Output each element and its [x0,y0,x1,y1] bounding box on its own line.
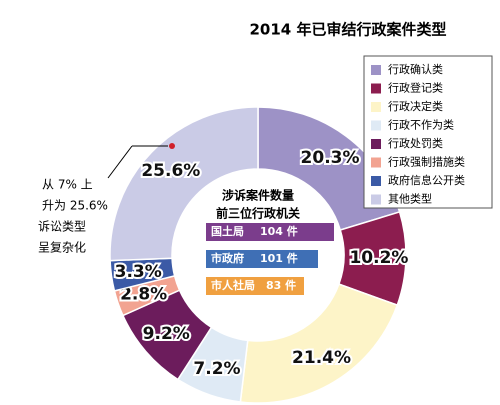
annotation: 从 7% 上 [42,178,93,192]
agency-bar [206,277,304,295]
agency-bar [206,223,334,241]
legend-box [363,55,493,209]
legend-label: 行政登记类 [388,81,443,95]
legend-swatch [371,194,381,205]
legend-label: 行政确认类 [388,62,443,76]
annotation: 呈复杂化 [38,241,86,255]
annotation-dot [169,143,175,149]
legend-swatch [371,102,381,112]
legend-label: 行政决定类 [388,99,443,113]
legend-label: 行政强制措施类 [388,155,465,169]
legend-swatch [371,139,381,149]
data-label: 3.3% [115,262,162,282]
legend-label: 其他类型 [388,192,432,206]
data-label: 21.4% [292,348,351,368]
data-label: 20.3% [301,148,360,168]
center-heading: 前三位行政机关 [216,206,300,221]
agency-name: 国土局 [211,224,244,238]
agency-name: 市人社局 [211,278,255,292]
agency-bar [206,250,318,268]
data-label: 7.2% [193,359,240,379]
donut: 20.3% 10.2% 21.4% 7.2%9.2% 2.8% 3.3% 25.6% [109,106,410,404]
legend-label: 行政处罚类 [388,136,443,150]
agency-count: 104 件 [260,224,298,238]
legend-swatch [371,83,381,94]
agency-count: 101 件 [260,251,298,265]
data-label: 25.6% [141,161,200,181]
legend-swatch [371,157,381,168]
data-label: 9.2% [143,324,190,344]
agency-name: 市政府 [211,251,244,265]
legend: 行政确认类行政登记类行政决定类行政不作为类行政处罚类行政强制措施类政府信息公开类… [363,55,493,209]
legend-label: 行政不作为类 [388,118,454,132]
data-label: 2.8% [120,285,167,305]
legend-swatch [371,176,381,186]
annotation: 升为 25.6% [42,199,108,213]
data-label: 10.2% [349,248,408,268]
donut-segment [109,106,259,262]
donut-segment [239,283,399,404]
annotation-line [107,145,133,179]
agency-count: 83 件 [266,278,296,292]
center-heading: 涉诉案件数量 [222,188,294,203]
legend-label: 政府信息公开类 [388,173,465,187]
legend-swatch [371,65,381,75]
chart-title: 2014 年已审结行政案件类型 [250,21,447,39]
legend-swatch [371,120,381,131]
annotation: 诉讼类型 [38,220,86,234]
